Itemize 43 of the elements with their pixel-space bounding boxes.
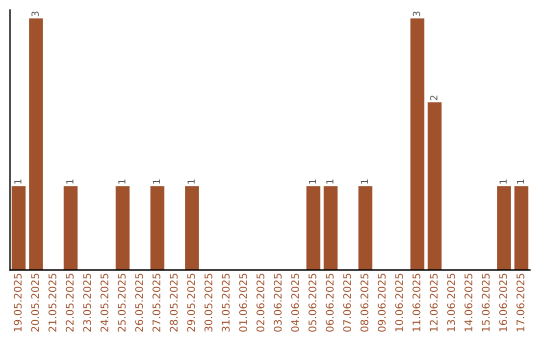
x-tick-label: 14.06.2025 bbox=[464, 274, 472, 332]
x-tick-label: 25.05.2025 bbox=[118, 274, 126, 332]
data-label: 1 bbox=[360, 179, 368, 184]
x-tick-label: 26.05.2025 bbox=[135, 274, 144, 332]
data-label: 2 bbox=[430, 96, 438, 100]
data-label: 1 bbox=[188, 179, 195, 184]
x-tick-label: 13.06.2025 bbox=[447, 274, 456, 332]
x-tick-label: 29.05.2025 bbox=[187, 274, 196, 332]
x-tick-label: 20.05.2025 bbox=[31, 274, 40, 332]
x-tick-label: 01.06.2025 bbox=[239, 274, 248, 332]
x-tick-label: 24.05.2025 bbox=[100, 274, 108, 332]
data-label: 1 bbox=[326, 179, 334, 184]
data-label: 1 bbox=[308, 179, 316, 184]
x-tick-label: 07.06.2025 bbox=[343, 274, 352, 332]
x-tick-label: 22.05.2025 bbox=[66, 274, 74, 332]
data-label: 1 bbox=[14, 179, 22, 184]
x-tick-label: 30.05.2025 bbox=[204, 274, 212, 332]
x-tick-label: 05.06.2025 bbox=[308, 274, 316, 332]
x-tick-label: 10.06.2025 bbox=[395, 274, 404, 332]
data-label: 1 bbox=[152, 179, 160, 184]
x-tick-label: 23.05.2025 bbox=[83, 274, 92, 332]
x-tick-label: 27.05.2025 bbox=[152, 274, 160, 332]
data-label: 1 bbox=[66, 179, 74, 184]
data-label: 3 bbox=[412, 12, 420, 16]
x-tick-label: 08.06.2025 bbox=[360, 274, 368, 332]
x-tick-label: 09.06.2025 bbox=[378, 274, 386, 332]
x-tick-label: 06.06.2025 bbox=[326, 274, 334, 332]
x-tick-label: 16.06.2025 bbox=[499, 274, 508, 332]
x-tick-label: 17.06.2025 bbox=[516, 274, 524, 332]
x-tick-label: 04.06.2025 bbox=[291, 274, 300, 332]
x-tick-label: 12.06.2025 bbox=[430, 274, 438, 332]
data-label: 3 bbox=[31, 12, 39, 16]
x-tick-label: 31.05.2025 bbox=[222, 274, 230, 332]
x-tick-label: 19.05.2025 bbox=[14, 274, 22, 332]
x-tick-label: 02.06.2025 bbox=[256, 274, 264, 332]
data-label: 1 bbox=[516, 179, 524, 184]
x-tick-label: 21.05.2025 bbox=[48, 274, 56, 332]
data-label: 1 bbox=[500, 179, 507, 184]
x-tick-label: 11.06.2025 bbox=[412, 274, 420, 332]
x-tick-label: 28.05.2025 bbox=[170, 274, 178, 332]
x-tick-label: 03.06.2025 bbox=[274, 274, 282, 332]
data-label: 1 bbox=[118, 179, 126, 184]
x-tick-label: 15.06.2025 bbox=[482, 274, 490, 332]
